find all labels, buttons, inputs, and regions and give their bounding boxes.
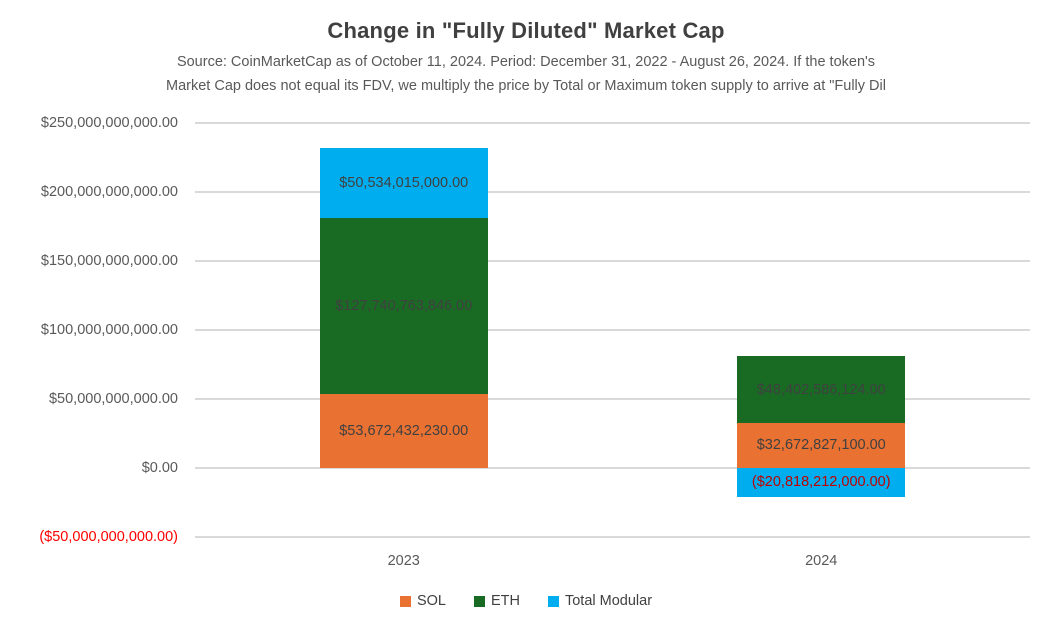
bar-segment-label: $50,534,015,000.00 [339, 174, 469, 191]
y-axis-tick-label: $100,000,000,000.00 [40, 322, 178, 338]
legend-item-eth: ETH [473, 593, 520, 609]
gridline [195, 260, 1030, 262]
bar-segment-label: $32,672,827,100.00 [756, 437, 886, 454]
legend: SOL ETH Total Modular [0, 593, 1052, 609]
legend-label: SOL [416, 593, 446, 609]
bar-segment-total-modular-2024: ($20,818,212,000.00) [737, 468, 906, 497]
legend-swatch-eth [473, 595, 485, 607]
gridline [195, 536, 1030, 538]
chart-subtitle-line2: Market Cap does not equal its FDV, we mu… [166, 78, 886, 94]
x-axis-category-label: 2023 [387, 553, 420, 569]
gridline [195, 467, 1030, 469]
chart-title: Change in "Fully Diluted" Market Cap [327, 18, 725, 43]
y-axis-tick-label: $50,000,000,000.00 [48, 391, 178, 407]
y-axis-tick-label: $0.00 [141, 460, 178, 476]
y-axis-tick-label: ($50,000,000,000.00) [39, 529, 178, 545]
bar-segment-label: $127,740,763,846.00 [335, 297, 473, 314]
legend-item-sol: SOL [399, 593, 446, 609]
chart-subtitle-line1: Source: CoinMarketCap as of October 11, … [176, 54, 876, 70]
bar-segment-sol-2024: $32,672,827,100.00 [737, 422, 906, 468]
y-axis-tick-label: $200,000,000,000.00 [40, 184, 178, 200]
bar-segment-label: $48,402,586,124.00 [756, 381, 886, 398]
legend-label: ETH [490, 593, 520, 609]
bar-segment-label: $53,672,432,230.00 [339, 422, 469, 439]
x-axis-category-label: 2024 [805, 553, 838, 569]
bar-segment-label: ($20,818,212,000.00) [751, 474, 891, 491]
legend-swatch-total-modular [547, 595, 559, 607]
gridline [195, 191, 1030, 193]
gridline [195, 122, 1030, 124]
bar-segment-eth-2023: $127,740,763,846.00 [319, 217, 488, 394]
bar-segment-eth-2024: $48,402,586,124.00 [737, 356, 906, 423]
legend-item-total-modular: Total Modular [547, 593, 653, 609]
bar-segment-sol-2023: $53,672,432,230.00 [319, 393, 488, 468]
bar-segment-total-modular-2023: $50,534,015,000.00 [319, 147, 488, 218]
legend-swatch-sol [399, 595, 411, 607]
y-axis-tick-label: $250,000,000,000.00 [40, 115, 178, 131]
y-axis-tick-label: $150,000,000,000.00 [40, 253, 178, 269]
legend-label: Total Modular [564, 593, 653, 609]
gridline [195, 329, 1030, 331]
gridline [195, 398, 1030, 400]
